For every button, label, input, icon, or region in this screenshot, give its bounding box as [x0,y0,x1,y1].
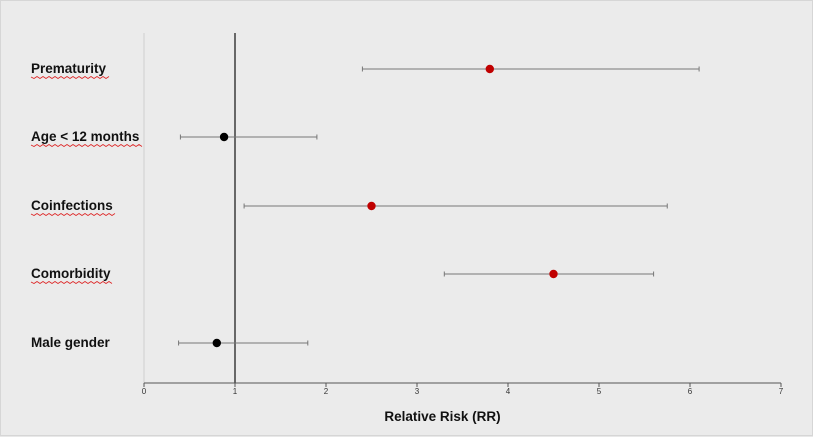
point-estimate [219,132,229,142]
x-axis: 0 1 2 3 4 5 6 7 [142,382,784,396]
plot-rows: Prematurity Age < 12 months Coinfections Co… [30,33,700,383]
row-label: Age < 12 months [31,129,139,144]
point-estimate [549,269,558,279]
x-tick-label: 1 [233,387,238,396]
spellcheck-underline [30,213,116,216]
forest-row: Male gender [31,335,309,350]
forest-row: Comorbidity [30,266,655,284]
x-axis-title: Relative Risk (RR) [384,409,500,424]
spellcheck-underline [30,76,110,79]
row-label: Prematurity [31,61,107,76]
x-tick-label: 5 [597,387,602,396]
point-estimate [485,64,494,74]
row-label: Coinfections [31,198,113,213]
row-label: Comorbidity [31,266,111,281]
x-tick-label: 7 [779,387,784,396]
forest-row: Prematurity [30,61,700,79]
spellcheck-underline [30,144,143,147]
row-label: Male gender [31,335,111,350]
forest-row: Age < 12 months [30,129,318,147]
point-estimate [212,338,221,348]
x-tick-label: 4 [506,387,511,396]
spellcheck-underline [30,281,113,284]
x-tick-label: 2 [324,387,329,396]
x-tick-label: 0 [142,387,147,396]
x-tick-label: 3 [415,387,420,396]
forest-row: Coinfections [30,198,668,216]
point-estimate [367,201,376,211]
x-tick-label: 6 [688,387,693,396]
